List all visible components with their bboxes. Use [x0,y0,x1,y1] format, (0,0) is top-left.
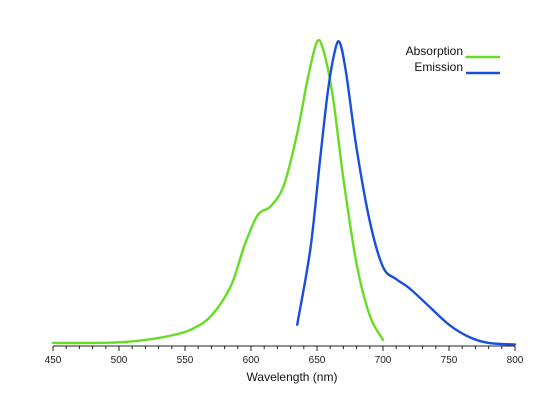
legend: Absorption Emission [406,44,500,75]
x-tick-label: 800 [507,355,524,366]
legend-label-emission: Emission [414,60,463,74]
x-axis-label: Wavelength (nm) [247,370,338,384]
x-tick-label: 550 [177,355,194,366]
series-line-emission [296,40,517,346]
x-tick-label: 450 [45,355,62,366]
series-lines [51,39,517,346]
x-tick-label: 700 [375,355,392,366]
x-tick-label: 500 [111,355,128,366]
legend-label-absorption: Absorption [406,44,463,58]
x-tick-label: 650 [309,355,326,366]
x-tick-label: 750 [441,355,458,366]
x-tick-label: 600 [243,355,260,366]
series-line-absorption [51,39,385,345]
x-ticks: 450 500 550 600 650 700 750 800 [45,346,524,366]
